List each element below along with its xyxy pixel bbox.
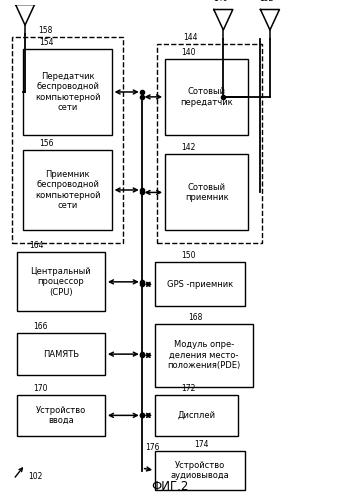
Bar [155, 451, 245, 490]
Text: 158: 158 [38, 26, 52, 35]
Bar [155, 324, 253, 387]
Text: Устройство
ввода: Устройство ввода [36, 406, 86, 425]
Bar [155, 262, 245, 306]
Text: 140: 140 [181, 48, 195, 57]
Text: Сотовый
приемник: Сотовый приемник [185, 182, 228, 202]
Text: Устройство
аудиовывода: Устройство аудиовывода [171, 461, 230, 480]
Text: 168: 168 [188, 312, 202, 322]
Text: Приемник
беспроводной
компьютерной
сети: Приемник беспроводной компьютерной сети [35, 170, 100, 210]
Text: 176: 176 [145, 444, 159, 452]
Text: 150: 150 [181, 252, 195, 260]
Text: ФИГ.2: ФИГ.2 [151, 480, 189, 492]
Bar [17, 394, 105, 436]
Text: 102: 102 [29, 472, 43, 481]
Text: 144: 144 [183, 33, 197, 42]
Bar [17, 334, 105, 375]
Polygon shape [16, 4, 35, 25]
Text: 152: 152 [259, 0, 274, 2]
Bar [17, 252, 105, 311]
Text: 172: 172 [181, 384, 195, 392]
Bar [165, 59, 248, 135]
Text: ПАМЯТЬ: ПАМЯТЬ [43, 350, 79, 358]
Text: 142: 142 [181, 144, 195, 152]
Bar [23, 150, 112, 230]
Text: 164: 164 [30, 242, 44, 250]
Text: GPS -приемник: GPS -приемник [167, 280, 233, 289]
Bar [12, 37, 123, 242]
Text: Сотовый
передатчик: Сотовый передатчик [180, 87, 233, 106]
Text: Модуль опре-
деления место-
положения(PDE): Модуль опре- деления место- положения(PD… [168, 340, 241, 370]
Polygon shape [260, 10, 279, 30]
Bar [23, 49, 112, 135]
Text: Передатчик
беспроводной
компьютерной
сети: Передатчик беспроводной компьютерной сет… [35, 72, 100, 112]
Bar [165, 154, 248, 230]
Text: 146: 146 [213, 0, 227, 2]
Text: Центральный
процессор
(CPU): Центральный процессор (CPU) [31, 267, 91, 296]
Text: Дисплей: Дисплей [178, 411, 216, 420]
Text: 156: 156 [39, 138, 54, 147]
Text: 154: 154 [39, 38, 54, 47]
Polygon shape [214, 10, 233, 30]
Bar [155, 394, 238, 436]
Text: 170: 170 [33, 384, 47, 392]
Bar [157, 44, 262, 242]
Text: 166: 166 [33, 322, 47, 332]
Text: 174: 174 [194, 440, 209, 449]
